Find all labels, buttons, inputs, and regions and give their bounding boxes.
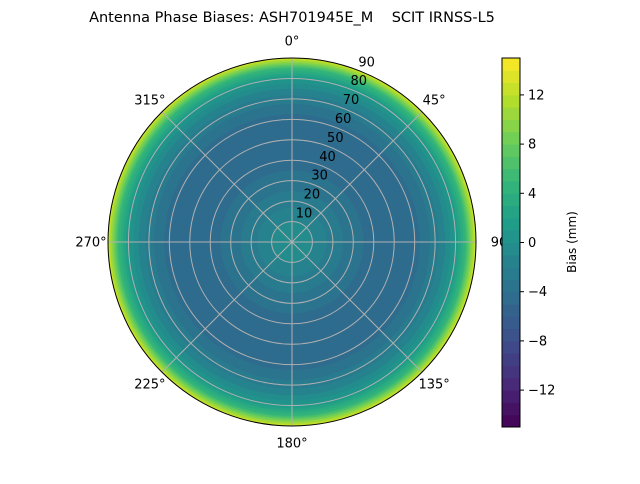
colorbar-level (502, 119, 520, 133)
radial-label: 70 (343, 93, 360, 108)
colorbar: 12 8 4 0 −4 −8 −12 (501, 57, 555, 428)
angle-gridline (161, 241, 293, 373)
radial-label: 50 (327, 131, 344, 146)
colorbar-tick-label: 0 (528, 236, 536, 251)
colorbar-level (502, 390, 520, 403)
colorbar-level (502, 254, 520, 268)
colorbar-level (502, 328, 520, 342)
angle-label: 0° (285, 35, 300, 50)
colorbar-level (502, 267, 520, 280)
colorbar-level (502, 205, 520, 219)
colorbar-tick-label: −4 (528, 285, 547, 300)
colorbar-level (502, 156, 520, 170)
colorbar-level (502, 82, 520, 96)
colorbar-level (502, 107, 520, 120)
colorbar-level (502, 181, 520, 194)
colorbar-level (502, 353, 520, 366)
colorbar-level (502, 316, 520, 330)
colorbar-level (502, 217, 520, 231)
angle-gridline (161, 111, 293, 243)
colorbar-level (502, 242, 520, 256)
colorbar-tick-label: 4 (528, 187, 536, 202)
colorbar-level (502, 193, 520, 207)
colorbar-level (502, 279, 520, 293)
angle-label: 180° (276, 437, 307, 452)
colorbar-level (502, 402, 520, 416)
colorbar-level (502, 304, 520, 317)
radial-label: 20 (304, 188, 321, 203)
polar-grid (108, 58, 476, 426)
colorbar-level (502, 230, 520, 243)
chart-title: Antenna Phase Biases: ASH701945E_M SCIT … (89, 10, 495, 26)
colorbar-tick-label: −8 (528, 334, 547, 349)
colorbar-level (502, 377, 520, 391)
colorbar-tick-label: −12 (528, 384, 555, 399)
colorbar-level (502, 144, 520, 157)
colorbar-level (502, 58, 520, 71)
angle-gridline (291, 241, 423, 373)
angle-label: 135° (418, 378, 449, 393)
colorbar-level (502, 414, 520, 428)
colorbar-level (502, 70, 520, 84)
radial-label: 90 (358, 55, 375, 70)
radial-label: 80 (351, 74, 368, 89)
colorbar-level (502, 94, 520, 108)
radial-label: 60 (335, 112, 352, 127)
colorbar-level (502, 291, 520, 305)
angle-label: 45° (423, 93, 446, 108)
angle-label: 270° (75, 236, 106, 251)
angle-gridline (291, 111, 423, 243)
radial-label: 30 (311, 169, 328, 184)
angle-label: 225° (134, 378, 165, 393)
radial-label: 10 (296, 206, 313, 221)
polar-frame (107, 57, 477, 427)
colorbar-level (502, 340, 520, 354)
colorbar-level (502, 131, 520, 145)
radial-label: 40 (319, 150, 336, 165)
angle-label: 315° (134, 93, 165, 108)
colorbar-level (502, 365, 520, 379)
colorbar-tick-label: 8 (528, 138, 536, 153)
colorbar-level (502, 168, 520, 182)
colorbar-tick-label: 12 (528, 88, 545, 103)
colorbar-label: Bias (mm) (565, 211, 579, 273)
radial-labels: 10 20 30 40 50 60 70 80 90 (296, 55, 375, 221)
